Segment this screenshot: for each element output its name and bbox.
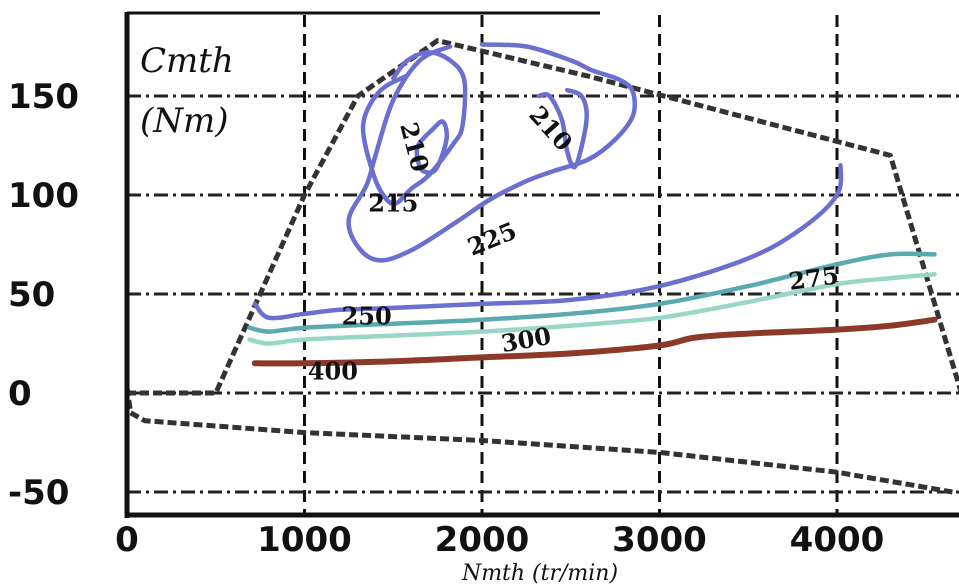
x-tick-labels: 0 1000 2000 3000 4000 [115,520,884,560]
y-axis-label: Cmth [140,41,234,81]
y-axis-label: (Nm) [140,101,229,141]
contour-line-225 [346,42,637,263]
axis-labels: Cmth (Nm) Nmth (tr/min) [140,41,618,586]
x-tick-label: 0 [115,520,139,560]
contour-line-250 [252,163,844,321]
x-tick-label: 1000 [257,520,352,560]
axes [124,11,959,518]
x-tick-label: 3000 [612,520,707,560]
contour-lines [247,42,938,367]
operating-envelope [124,38,959,495]
x-tick-label: 4000 [790,520,885,560]
contour-label-275: 275 [787,260,841,296]
contour-line-210 [536,87,589,170]
y-tick-labels: -50 0 50 100 150 [8,77,79,513]
y-tick-label: 100 [8,176,79,216]
contour-line-400 [251,316,938,367]
x-axis-label: Nmth (tr/min) [461,561,618,586]
y-tick-label: -50 [8,473,69,513]
contour-label-400: 400 [308,357,358,386]
contour-line-275 [247,251,937,334]
envelope-lower [124,386,953,495]
contour-label-215: 215 [368,188,418,217]
x-tick-label: 2000 [435,520,530,560]
y-tick-label: 50 [8,275,55,315]
contour-line-300 [247,271,937,346]
contour-line-210 [414,119,450,175]
y-tick-label: 0 [8,374,32,414]
y-tick-label: 150 [8,77,79,117]
contour-label-250: 250 [342,301,392,330]
envelope-upper [127,38,959,396]
